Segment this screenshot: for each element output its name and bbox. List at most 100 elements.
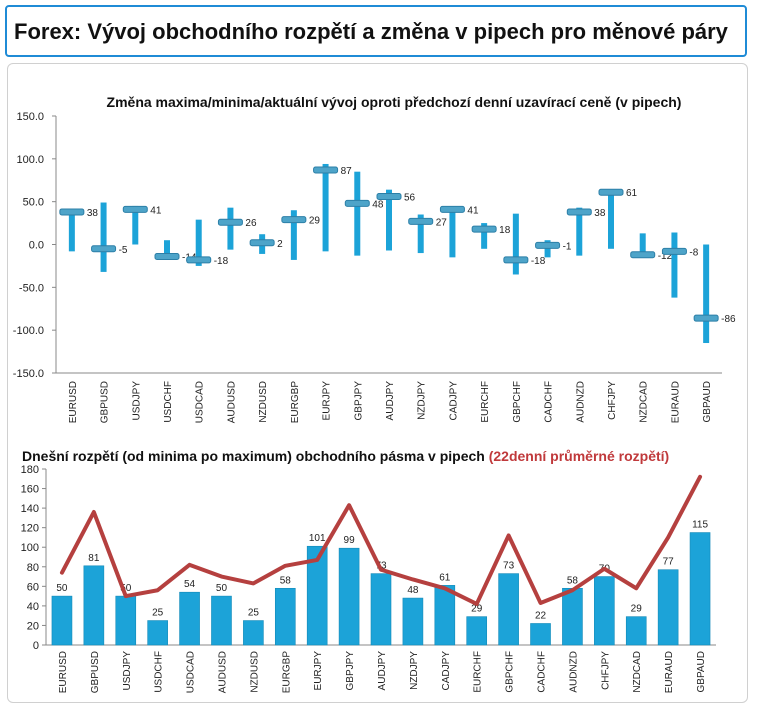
range-bar xyxy=(147,620,168,646)
data-label: 99 xyxy=(344,535,356,546)
data-label: -18 xyxy=(531,256,546,267)
data-label: 58 xyxy=(280,575,292,586)
range-bar xyxy=(481,223,488,249)
current-marker xyxy=(281,216,307,224)
data-label: 77 xyxy=(663,557,675,568)
data-label: 26 xyxy=(245,218,257,229)
category-label: EURAUD xyxy=(670,381,681,423)
y-tick-label: 140 xyxy=(21,503,39,515)
range-bar xyxy=(498,573,519,646)
y-tick-label: 40 xyxy=(27,601,39,613)
range-bar xyxy=(639,233,646,255)
average-range-line xyxy=(59,474,703,606)
data-label: 48 xyxy=(372,199,384,210)
range-bar xyxy=(195,219,202,266)
current-marker xyxy=(249,239,275,247)
data-label: 56 xyxy=(404,193,416,204)
category-label: EURJPY xyxy=(322,381,333,421)
range-bar xyxy=(402,597,424,646)
data-label: -5 xyxy=(119,245,128,256)
y-tick-label: 0 xyxy=(33,640,39,652)
category-label: CHFJPY xyxy=(607,381,618,420)
y-tick-label: -100.0 xyxy=(13,325,44,337)
chart2-title-main: Dnešní rozpětí (od minima po maximum) ob… xyxy=(22,448,489,464)
range-bar xyxy=(530,623,551,646)
current-marker xyxy=(598,188,624,196)
category-label: AUDJPY xyxy=(377,651,388,691)
range-bar xyxy=(274,587,296,646)
range-bar xyxy=(434,585,456,646)
category-label: USDCAD xyxy=(186,651,197,693)
range-bar xyxy=(227,207,234,250)
current-marker xyxy=(661,247,687,255)
category-label: GBPUSD xyxy=(100,381,111,423)
category-label: CADJPY xyxy=(441,651,452,691)
range-bar xyxy=(417,214,424,254)
range-bar xyxy=(306,545,328,646)
category-label: EURGBP xyxy=(290,381,301,424)
data-label: 48 xyxy=(407,585,419,596)
current-marker xyxy=(439,205,465,213)
category-label: CADCHF xyxy=(544,381,555,423)
current-marker xyxy=(91,245,117,253)
data-label: 25 xyxy=(248,608,260,619)
range-bar xyxy=(703,244,710,344)
category-label: USDJPY xyxy=(131,381,142,421)
data-label: -8 xyxy=(689,247,698,258)
category-label: EURUSD xyxy=(58,651,69,693)
range-bar xyxy=(211,595,232,646)
data-label: 61 xyxy=(626,188,638,199)
category-label: GBPCHF xyxy=(505,651,516,693)
category-label: CHFJPY xyxy=(600,651,611,690)
data-label: -86 xyxy=(721,314,736,325)
data-label: 29 xyxy=(309,216,321,227)
range-bar xyxy=(449,206,456,258)
current-marker xyxy=(566,208,592,216)
category-label: EURJPY xyxy=(313,651,324,691)
category-label: AUDUSD xyxy=(217,651,228,693)
data-label: 54 xyxy=(184,579,196,590)
category-label: EURAUD xyxy=(664,651,675,693)
category-label: EURUSD xyxy=(68,381,79,423)
range-bar xyxy=(370,573,392,646)
range-bar xyxy=(689,532,711,646)
category-label: AUDNZD xyxy=(568,651,579,693)
range-bar xyxy=(164,240,170,260)
data-label: 41 xyxy=(150,205,162,216)
y-tick-label: -150.0 xyxy=(13,368,44,380)
category-label: USDCAD xyxy=(195,381,206,423)
range-bar xyxy=(115,595,137,646)
category-label: NZDCAD xyxy=(639,381,650,423)
current-marker xyxy=(122,205,148,213)
category-label: CADJPY xyxy=(448,381,459,421)
category-label: NZDUSD xyxy=(258,381,269,423)
y-tick-label: 160 xyxy=(21,484,39,496)
category-label: NZDJPY xyxy=(417,381,428,420)
data-label: 18 xyxy=(499,225,511,236)
range-bar xyxy=(354,171,361,256)
data-label: 58 xyxy=(567,575,579,586)
category-label: EURGBP xyxy=(281,651,292,694)
range-bar xyxy=(51,595,73,646)
data-label: 61 xyxy=(439,572,451,583)
current-marker xyxy=(503,256,529,264)
y-tick-label: 100.0 xyxy=(16,154,44,166)
category-label: GBPCHF xyxy=(512,381,523,423)
current-marker xyxy=(186,256,212,264)
range-bar xyxy=(625,616,647,646)
data-label: 2 xyxy=(277,239,283,250)
data-label: 81 xyxy=(88,553,100,564)
data-label: 101 xyxy=(309,533,326,544)
category-label: USDJPY xyxy=(122,651,133,691)
y-tick-label: 120 xyxy=(21,523,39,535)
data-label: 29 xyxy=(631,604,643,615)
category-label: USDCHF xyxy=(154,651,165,693)
current-marker xyxy=(59,208,85,216)
range-bar xyxy=(338,547,360,646)
data-label: -12 xyxy=(658,251,673,262)
data-label: 50 xyxy=(56,583,68,594)
current-marker xyxy=(408,217,434,225)
current-marker xyxy=(471,225,497,233)
y-tick-label: 100 xyxy=(21,542,39,554)
